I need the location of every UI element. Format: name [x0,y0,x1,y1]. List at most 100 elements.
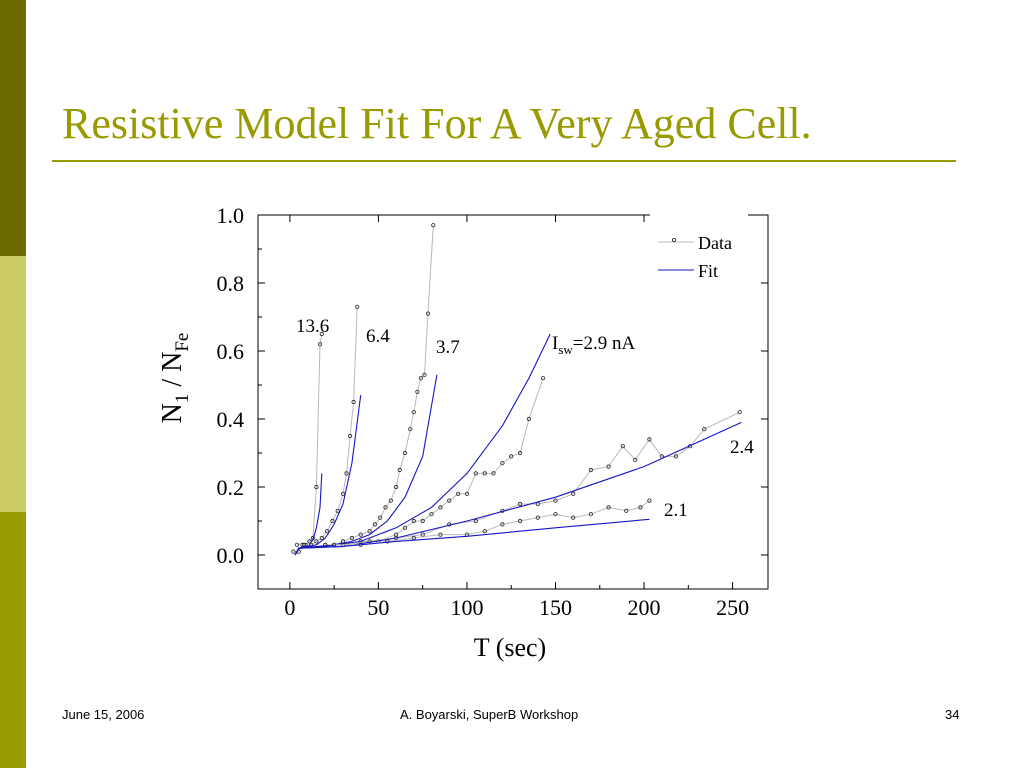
data-point [291,549,296,554]
data-point [482,529,487,534]
data-point [420,518,425,524]
data-series-line [325,378,544,546]
data-point [324,529,330,534]
data-point [606,464,611,469]
y-label-slash: / N [157,352,188,394]
series-current-label: Isw=2.9 nA [552,333,635,357]
series-layer [291,223,742,556]
series-current-label: 13.6 [296,316,329,337]
data-point [447,498,452,503]
fit-curve [294,518,650,556]
data-point [464,491,470,496]
data-point [482,471,487,476]
data-point [633,457,638,462]
series-current-label: 2.1 [664,500,688,521]
data-point [588,467,594,473]
legend: Data Fit [650,212,748,286]
x-tick-label: 0 [284,595,295,620]
legend-fit-label: Fit [698,261,718,281]
data-point [294,542,300,547]
data-point [491,471,496,476]
data-point [438,532,443,537]
data-point [438,505,443,510]
y-tick-label: 0.4 [217,407,245,432]
plot-frame [257,214,769,590]
data-point [638,505,643,510]
data-series-line [325,225,434,546]
data-point [314,539,319,544]
y-tick-label: 0.2 [217,475,245,500]
data-point [385,539,390,544]
data-point [473,518,478,524]
data-point [422,372,427,377]
data-point [367,529,372,534]
fit-curve [294,395,362,556]
series-current-label: 6.4 [366,326,390,347]
data-point [314,484,319,490]
data-point [411,518,416,524]
data-point [388,498,393,503]
data-point [415,389,420,394]
data-point [301,542,307,547]
data-point [588,512,594,517]
x-tick-label: 50 [367,595,389,620]
data-point [606,505,611,510]
data-point [571,491,576,496]
data-point [402,450,408,456]
data-point [553,498,558,503]
data-point [517,450,523,456]
x-axis-label: T (sec) [474,633,546,662]
x-tick-label: 150 [539,595,572,620]
data-point [517,518,523,524]
data-point [397,467,402,473]
data-point [393,484,399,490]
data-point [420,532,425,537]
data-point [624,508,629,513]
data-series-line [293,333,323,553]
data-point [509,454,514,459]
legend-box [650,212,748,286]
data-point [473,471,478,476]
data-point [500,522,505,527]
data-point [367,539,372,544]
annotation-layer: 13.6 6.4 3.7 Isw=2.9 nA 2.4 2.1 [296,316,754,521]
x-tick-label: 200 [628,595,661,620]
data-point [378,515,383,520]
data-point [358,532,363,537]
data-point [372,522,377,527]
data-point [319,331,324,337]
data-point [349,535,354,541]
data-point [455,491,461,496]
series-current-label: 3.7 [436,337,460,358]
data-point [737,410,742,415]
data-point [429,512,434,517]
y-tick-label: 0.6 [217,339,245,364]
data-point [526,416,532,422]
data-point [355,304,360,309]
data-point [673,454,679,459]
y-axis-label: N1 / NFe [157,333,193,424]
y-label-sub2: Fe [172,333,193,352]
footer-page-number: 34 [945,707,960,722]
data-point [335,508,340,513]
data-point [647,498,652,503]
side-accent-bar-top [0,0,26,256]
legend-data-label: Data [698,233,732,253]
y-tick-label: 0.0 [217,543,245,568]
resistive-model-chart: 0 50 100 150 200 250 0.0 0.2 0.4 0.6 0.8 1.0 13.6 6.… [157,203,769,662]
data-point [330,518,335,524]
data-series-line [334,500,650,546]
y-label-sub1: 1 [172,394,193,404]
data-point [540,376,546,381]
legend-data-marker [672,237,677,242]
data-point [383,505,388,510]
y-tick-label: 0.8 [217,271,245,296]
data-point [418,376,423,381]
x-tick-label: 100 [450,595,483,620]
data-series-line [297,306,358,546]
data-point [702,427,707,432]
series-current-label: 2.4 [730,437,754,458]
data-point [431,223,436,228]
data-point [553,512,558,517]
x-tick-label: 250 [716,595,749,620]
